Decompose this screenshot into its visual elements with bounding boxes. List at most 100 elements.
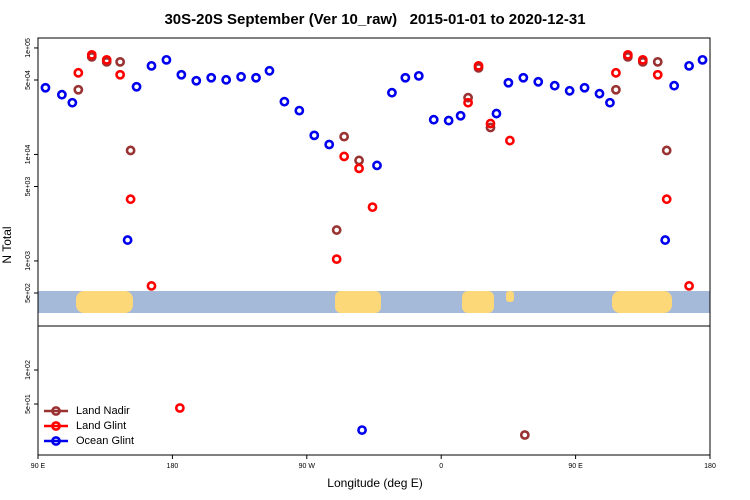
data-point	[309, 130, 320, 141]
chart-title: 30S-20S September (Ver 10_raw) 2015-01-0…	[164, 11, 585, 28]
y-tick-label: 5e+01	[25, 394, 32, 414]
data-point	[622, 49, 633, 60]
data-point	[413, 70, 424, 81]
data-point	[455, 110, 466, 121]
plot-frame	[37, 325, 711, 456]
x-tick-label: 90 E	[31, 463, 46, 470]
data-point	[221, 74, 232, 85]
data-point	[372, 160, 382, 171]
data-point	[146, 60, 157, 71]
data-point	[697, 54, 708, 65]
x-tick-label: 0	[439, 463, 443, 470]
x-tick-label: 180	[167, 463, 179, 470]
data-point	[637, 54, 648, 65]
data-point	[125, 194, 136, 205]
data-point	[131, 81, 142, 92]
data-point	[161, 54, 172, 65]
data-point	[191, 75, 202, 86]
data-point	[503, 77, 514, 88]
data-point	[518, 72, 529, 83]
data-point	[206, 72, 217, 83]
data-point	[463, 92, 473, 103]
data-point	[251, 72, 261, 83]
y-tick-label: 1e+04	[25, 145, 32, 165]
data-point	[73, 67, 84, 78]
data-point	[387, 87, 397, 98]
data-point	[40, 82, 51, 93]
data-point	[428, 114, 439, 125]
data-point	[473, 60, 484, 71]
x-tick-label: 180	[704, 463, 716, 470]
data-point	[549, 80, 560, 91]
data-point	[357, 425, 367, 435]
map-strip	[38, 291, 710, 313]
data-point	[122, 235, 133, 245]
data-point	[519, 430, 530, 440]
data-point	[661, 145, 672, 156]
y-tick-label: 5e+03	[25, 177, 32, 197]
data-point	[594, 88, 605, 99]
data-point	[579, 82, 590, 93]
data-point	[400, 72, 411, 83]
legend-label: Ocean Glint	[76, 435, 134, 447]
data-point	[125, 145, 136, 156]
legend-marker	[51, 421, 61, 431]
data-point	[611, 84, 621, 95]
data-point	[485, 122, 496, 133]
y-tick-label: 1e+02	[25, 360, 32, 380]
legend-marker	[51, 406, 61, 416]
data-point	[294, 105, 305, 116]
data-point	[146, 281, 157, 291]
data-point	[73, 84, 84, 95]
land	[612, 291, 672, 313]
land	[76, 291, 133, 313]
data-point	[605, 97, 615, 108]
data-point	[367, 202, 378, 213]
y-axis-label: N Total	[0, 226, 14, 263]
data-point	[67, 97, 78, 108]
data-point	[684, 281, 694, 291]
data-point	[236, 71, 246, 82]
data-point	[660, 235, 671, 245]
data-point	[264, 65, 275, 76]
data-point	[504, 135, 515, 146]
data-point	[354, 163, 364, 174]
data-point	[176, 69, 187, 80]
x-tick-label: 90 W	[299, 463, 316, 470]
data-point	[611, 67, 621, 78]
legend-label: Land Nadir	[76, 405, 130, 417]
y-tick-label: 5e+04	[25, 70, 32, 90]
land	[462, 291, 494, 313]
y-tick-label: 1e+05	[25, 38, 32, 58]
x-tick-label: 90 E	[568, 463, 583, 470]
data-point	[331, 254, 342, 265]
data-point	[564, 85, 575, 96]
data-point	[86, 49, 97, 60]
legend-marker	[51, 436, 61, 446]
data-point	[443, 115, 454, 126]
data-point	[652, 69, 663, 80]
data-point	[115, 56, 126, 67]
data-point	[684, 60, 694, 71]
legend-label: Land Glint	[76, 420, 126, 432]
data-point	[101, 54, 112, 65]
data-point	[56, 89, 67, 100]
data-point	[485, 118, 496, 129]
data-point	[463, 97, 473, 108]
data-point	[279, 96, 290, 107]
data-point	[669, 80, 680, 91]
land	[335, 291, 381, 313]
y-tick-label: 1e+03	[25, 251, 32, 271]
data-point	[661, 194, 672, 205]
data-point	[331, 225, 342, 235]
y-tick-label: 5e+02	[25, 283, 32, 303]
data-point	[174, 403, 185, 413]
data-point	[652, 56, 663, 67]
data-point	[533, 76, 544, 87]
land	[506, 291, 514, 302]
data-point	[324, 139, 335, 150]
x-axis-label: Longitude (deg E)	[327, 476, 422, 490]
data-point	[339, 151, 350, 162]
